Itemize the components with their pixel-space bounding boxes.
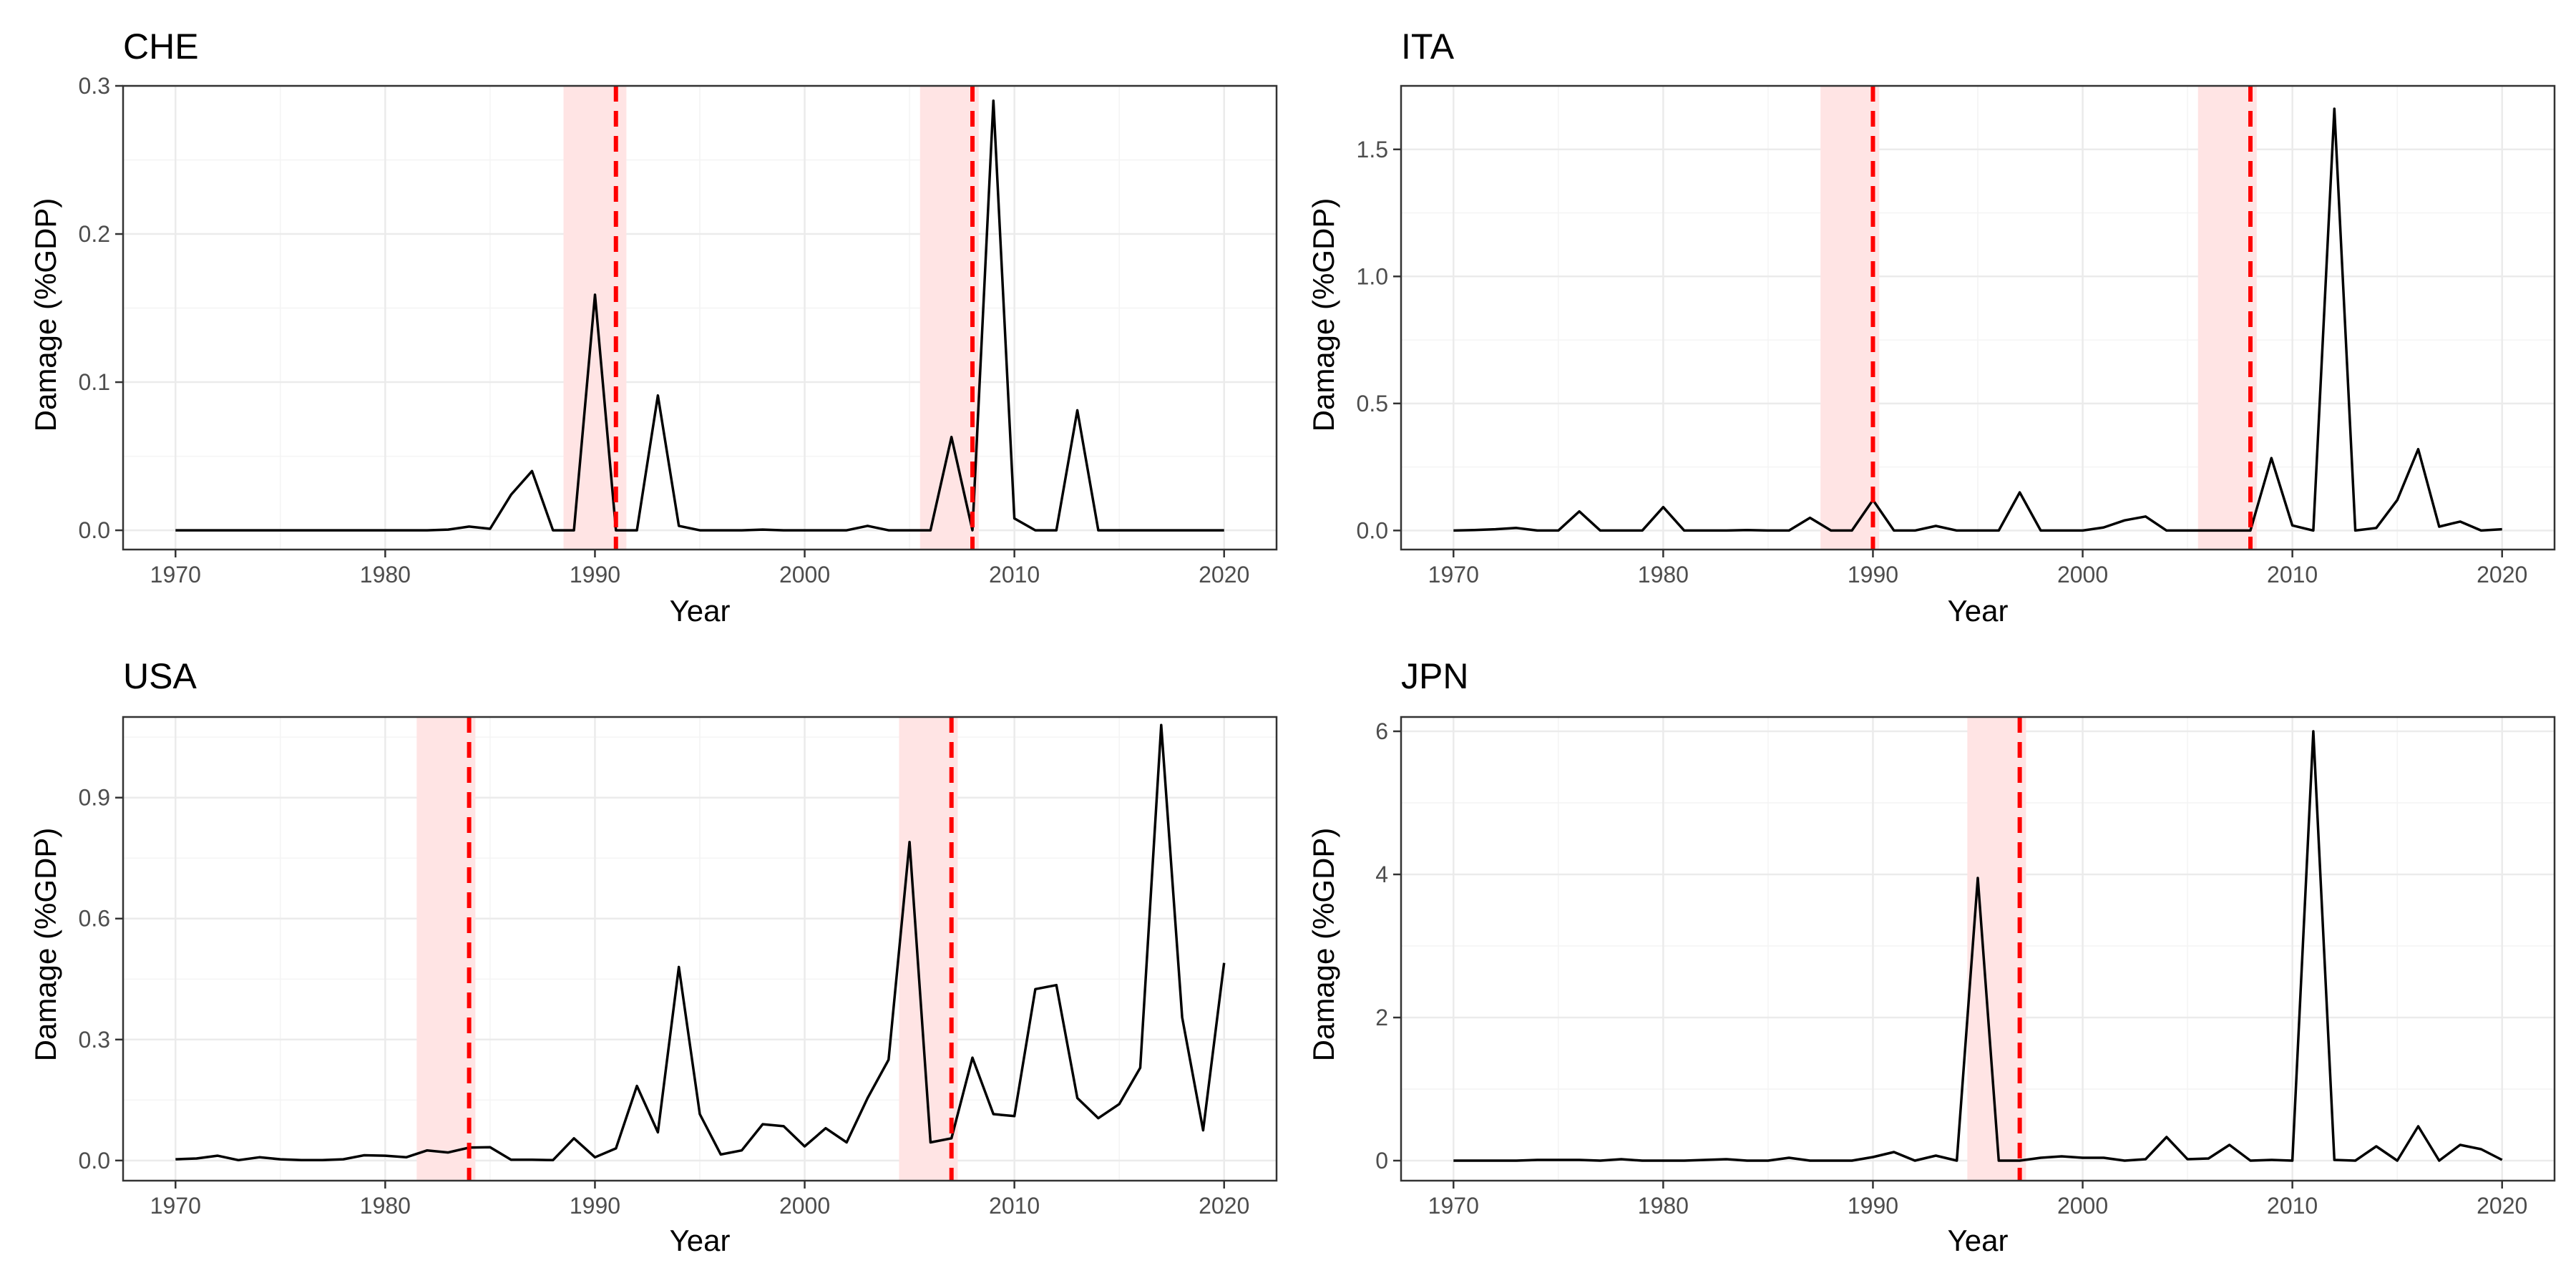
x-tick-label: 2000 — [2057, 1193, 2108, 1219]
y-tick-label: 2 — [1375, 1005, 1388, 1030]
panel-title-ita: ITA — [1401, 26, 1455, 67]
plot-ita: 1970 1980 1990 2000 2010 2020 0.0 0.5 1.0 1.5 — [1357, 84, 2556, 587]
panel-border — [122, 716, 1278, 1182]
damage-series-line — [175, 99, 1224, 532]
x-tick-label: 2020 — [2477, 562, 2527, 587]
y-axis-title-ita: Damage (%GDP) — [1307, 198, 1340, 432]
damage-series-line — [175, 723, 1226, 1162]
x-axis-title-ita: Year — [1948, 594, 2009, 628]
x-tick-label: 1980 — [1638, 562, 1689, 587]
x-tick-label: 1980 — [360, 562, 411, 587]
panel-che: CHE 1970 1980 1990 2000 2010 2020 0.0 0.1 0.2 0.3… — [29, 26, 1278, 628]
x-tick-label: 2010 — [2267, 562, 2318, 587]
y-tick-label: 1.0 — [1357, 263, 1388, 289]
x-tick-label: 2020 — [2477, 1193, 2527, 1219]
y-axis-title-usa: Damage (%GDP) — [29, 828, 62, 1062]
damage-series-line — [1453, 107, 2502, 532]
x-tick-label: 2020 — [1199, 562, 1249, 587]
x-tick-label: 2010 — [989, 1193, 1040, 1219]
y-tick-label: 0.0 — [1357, 517, 1388, 543]
x-tick-label: 1970 — [1428, 562, 1479, 587]
plot-jpn: 1970 1980 1990 2000 2010 2020 0 2 4 6 — [1375, 716, 2556, 1219]
crisis-band — [2197, 86, 2257, 550]
y-tick-label: 0.9 — [79, 785, 110, 811]
x-tick-label: 2010 — [2267, 1193, 2318, 1219]
x-tick-label: 1970 — [150, 1193, 201, 1219]
y-tick-label: 0.6 — [79, 906, 110, 932]
crisis-band — [416, 717, 476, 1181]
panel-title-usa: USA — [123, 656, 197, 696]
y-tick-label: 0.3 — [79, 1027, 110, 1053]
y-tick-label: 0.0 — [79, 517, 110, 543]
x-tick-label: 2020 — [1199, 1193, 1249, 1219]
y-tick-label: 1.5 — [1357, 137, 1388, 162]
crisis-band — [1967, 717, 2026, 1181]
y-tick-label: 4 — [1375, 862, 1388, 887]
x-tick-label: 1970 — [150, 562, 201, 587]
panel-border — [1400, 716, 2556, 1182]
panel-ita: ITA 1970 1980 1990 2000 2010 2020 0.0 0.5 1.0 1.5… — [1307, 26, 2556, 628]
x-tick-label: 1970 — [1428, 1193, 1479, 1219]
y-tick-label: 0.1 — [79, 369, 110, 395]
x-tick-label: 1990 — [570, 1193, 620, 1219]
damage-series-line — [1453, 730, 2503, 1162]
panel-jpn: JPN 1970 1980 1990 2000 2010 2020 0 2 4 6 Year Da… — [1307, 656, 2556, 1257]
x-tick-label: 2010 — [989, 562, 1040, 587]
crisis-band — [1820, 86, 1880, 550]
y-tick-label: 6 — [1375, 718, 1388, 744]
crisis-band — [919, 86, 979, 550]
y-tick-label: 0.3 — [79, 73, 110, 99]
x-tick-label: 2000 — [779, 1193, 830, 1219]
panel-border — [122, 84, 1278, 551]
x-axis-title-che: Year — [670, 594, 731, 628]
plot-usa: 1970 1980 1990 2000 2010 2020 0.0 0.3 0.6 0.9 — [79, 716, 1278, 1219]
x-axis-title-usa: Year — [670, 1224, 731, 1257]
x-tick-label: 1990 — [1848, 1193, 1898, 1219]
plot-che: 1970 1980 1990 2000 2010 2020 0.0 0.1 0.2 0.3 — [79, 73, 1278, 587]
y-tick-label: 0.0 — [79, 1148, 110, 1174]
x-tick-label: 1980 — [1638, 1193, 1689, 1219]
y-tick-label: 0 — [1375, 1148, 1388, 1174]
x-tick-label: 1990 — [1848, 562, 1898, 587]
y-axis-title-jpn: Damage (%GDP) — [1307, 828, 1340, 1062]
panel-title-che: CHE — [123, 26, 199, 67]
x-tick-label: 2000 — [779, 562, 830, 587]
panel-title-jpn: JPN — [1401, 656, 1468, 696]
x-tick-label: 2000 — [2057, 562, 2108, 587]
panel-border — [1400, 84, 2556, 551]
panel-usa: USA 1970 1980 1990 2000 2010 2020 0.0 0.3 0.6 0.9… — [29, 656, 1278, 1257]
x-tick-label: 1990 — [570, 562, 620, 587]
x-axis-title-jpn: Year — [1948, 1224, 2009, 1257]
y-tick-label: 0.5 — [1357, 391, 1388, 416]
x-tick-label: 1980 — [360, 1193, 411, 1219]
y-axis-title-che: Damage (%GDP) — [29, 198, 62, 432]
y-tick-label: 0.2 — [79, 221, 110, 247]
